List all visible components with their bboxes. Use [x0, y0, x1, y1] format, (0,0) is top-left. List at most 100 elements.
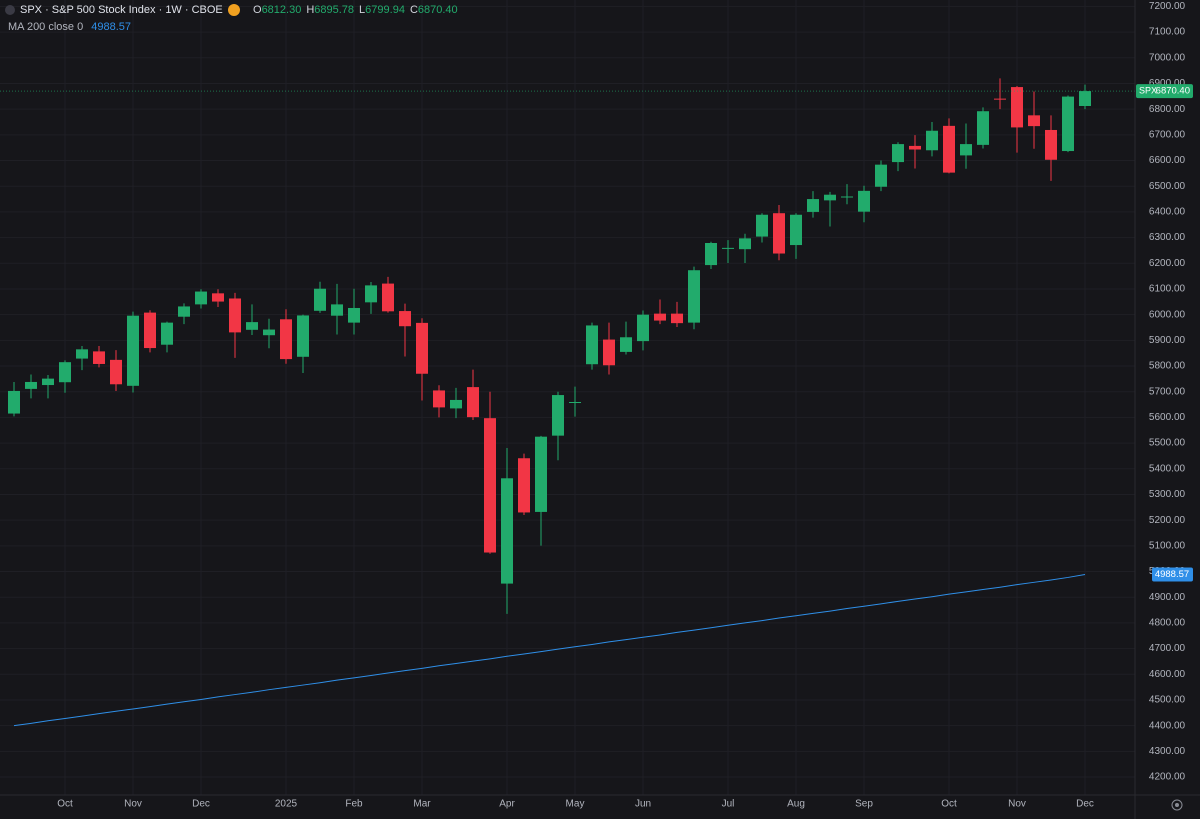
y-tick-label: 4200.00 — [1149, 772, 1186, 783]
y-tick-label: 6200.00 — [1149, 258, 1186, 269]
candle-body — [552, 395, 564, 436]
y-tick-label: 6700.00 — [1149, 129, 1186, 140]
candle-body — [76, 349, 88, 359]
candle-body — [688, 270, 700, 323]
y-tick-label: 5500.00 — [1149, 438, 1186, 449]
candle-body — [263, 329, 275, 336]
y-tick-label: 4900.00 — [1149, 592, 1186, 603]
candle-body — [450, 399, 462, 409]
x-tick-label: Jul — [722, 799, 735, 810]
ma-tag — [1152, 567, 1193, 582]
ohlc-letter: L — [359, 4, 365, 16]
candle-body — [42, 378, 54, 386]
y-tick-label: 6500.00 — [1149, 181, 1186, 192]
candle-body — [909, 145, 921, 150]
y-tick-label: 5400.00 — [1149, 463, 1186, 474]
candle-body — [399, 311, 411, 327]
candle-body — [178, 306, 190, 317]
y-tick-label: 7200.00 — [1149, 1, 1186, 12]
candle-body — [722, 247, 734, 249]
candle-body — [280, 319, 292, 360]
candle-body — [518, 458, 530, 513]
candle-body — [1079, 91, 1091, 107]
candle-body — [246, 322, 258, 330]
y-tick-label: 5800.00 — [1149, 361, 1186, 372]
ohlc-letter: H — [306, 4, 314, 16]
ma-line — [13, 573, 1086, 727]
candle-body — [943, 125, 955, 173]
settings-icon[interactable] — [1175, 803, 1179, 807]
candle-body — [59, 362, 71, 383]
candle-body — [382, 283, 394, 312]
candle-body — [773, 213, 785, 254]
candle-body — [858, 190, 870, 212]
candle-body — [977, 111, 989, 145]
candle-body — [756, 214, 768, 237]
candle-body — [705, 242, 717, 266]
price-tag-symbol: SPX — [1139, 85, 1157, 95]
candle-body — [229, 298, 241, 333]
candle-body — [1045, 129, 1057, 160]
x-tick-label: Oct — [941, 799, 957, 810]
y-tick-label: 4600.00 — [1149, 669, 1186, 680]
candle-body — [25, 381, 37, 389]
candle-body — [314, 288, 326, 311]
ma-name: MA 200 close 0 — [8, 21, 83, 33]
candle-body — [603, 339, 615, 366]
candle-body — [807, 199, 819, 212]
settings-icon[interactable] — [1171, 799, 1183, 811]
candle-body — [1062, 96, 1074, 152]
axes: 4200.00 4300.00 4400.00 4500.00 4600.00 4700.… — [57, 1, 1193, 810]
candle-body — [8, 390, 20, 414]
y-tick-label: 7100.00 — [1149, 27, 1186, 38]
candle-body — [212, 293, 224, 302]
x-tick-label: Dec — [1076, 799, 1094, 810]
x-tick-label: Apr — [499, 799, 515, 810]
candle-body — [994, 98, 1006, 100]
x-tick-label: Mar — [413, 799, 431, 810]
candle-body — [960, 144, 972, 156]
candle-body — [331, 304, 343, 316]
candle-body — [365, 285, 377, 303]
candle-body — [484, 418, 496, 553]
y-tick-label: 6600.00 — [1149, 155, 1186, 166]
y-tick-label: 6000.00 — [1149, 309, 1186, 320]
x-tick-label: Dec — [192, 799, 210, 810]
candle-body — [637, 314, 649, 342]
y-tick-label: 5100.00 — [1149, 540, 1186, 551]
candle-body — [875, 164, 887, 187]
ma-legend: MA 200 close 0 4988.57 — [8, 21, 131, 33]
clock-icon[interactable] — [228, 4, 240, 16]
y-tick-label: 5900.00 — [1149, 335, 1186, 346]
grid — [0, 0, 1135, 795]
candle-body — [739, 238, 751, 250]
candle-body — [926, 130, 938, 151]
ohlc-legend: O6812.30 H6895.78 L6799.94 C6870.40 — [253, 4, 458, 16]
ma-value: 4988.57 — [91, 21, 131, 33]
candle-body — [195, 291, 207, 305]
y-tick-label: 4300.00 — [1149, 746, 1186, 757]
x-tick-label: Jun — [635, 799, 651, 810]
candle-body — [790, 214, 802, 246]
y-tick-label: 5300.00 — [1149, 489, 1186, 500]
y-tick-label: 5600.00 — [1149, 412, 1186, 423]
y-tick-label: 4700.00 — [1149, 643, 1186, 654]
symbol-icon — [5, 5, 15, 15]
candle-body — [433, 390, 445, 408]
y-tick-label: 4800.00 — [1149, 618, 1186, 629]
candle-body — [654, 313, 666, 321]
ohlc-value: 6812.30 — [262, 4, 302, 16]
x-tick-label: Nov — [124, 799, 142, 810]
candle-body — [297, 315, 309, 357]
y-tick-label: 4500.00 — [1149, 695, 1186, 706]
x-tick-label: Aug — [787, 799, 805, 810]
ohlc-letter: O — [253, 4, 262, 16]
candle-body — [467, 387, 479, 418]
ma-tag-value: 4988.57 — [1155, 569, 1189, 580]
x-tick-label: Oct — [57, 799, 73, 810]
candle-body — [586, 325, 598, 365]
price-tag — [1136, 84, 1193, 99]
